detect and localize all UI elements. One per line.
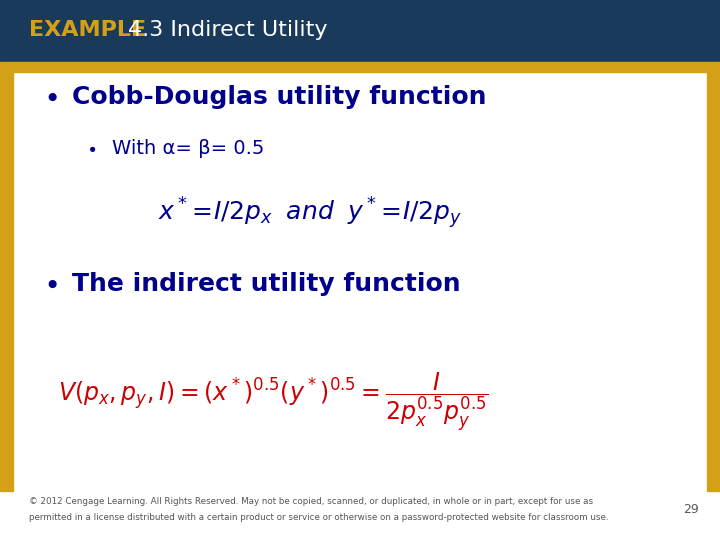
Text: $\bullet$: $\bullet$ <box>86 139 96 158</box>
Bar <box>707 43 720 491</box>
Bar <box>0 0 720 62</box>
Bar <box>0 62 720 72</box>
Text: The indirect utility function: The indirect utility function <box>72 272 461 295</box>
Text: 4.3 Indirect Utility: 4.3 Indirect Utility <box>128 19 328 40</box>
Text: Cobb-Douglas utility function: Cobb-Douglas utility function <box>72 85 487 109</box>
Text: $\bullet$: $\bullet$ <box>43 83 58 111</box>
Text: permitted in a license distributed with a certain product or service or otherwis: permitted in a license distributed with … <box>29 513 608 522</box>
Text: $x^*\!=\!I/2p_x\;$ and $\;y^*\!=\!I/2p_y$: $x^*\!=\!I/2p_x\;$ and $\;y^*\!=\!I/2p_y… <box>158 195 462 231</box>
Text: © 2012 Cengage Learning. All Rights Reserved. May not be copied, scanned, or dup: © 2012 Cengage Learning. All Rights Rese… <box>29 497 593 505</box>
Text: With α= β= 0.5: With α= β= 0.5 <box>112 139 264 158</box>
Text: $\bullet$: $\bullet$ <box>43 269 58 298</box>
Bar <box>0 43 13 491</box>
Text: $V(p_x,p_y,\mathbf{\mathit{I}}) = (x^*)^{0.5}(y^*)^{0.5} = \dfrac{\mathbf{\mathi: $V(p_x,p_y,\mathbf{\mathit{I}}) = (x^*)^… <box>58 370 488 434</box>
Text: 29: 29 <box>683 503 698 516</box>
Text: EXAMPLE: EXAMPLE <box>29 19 146 40</box>
